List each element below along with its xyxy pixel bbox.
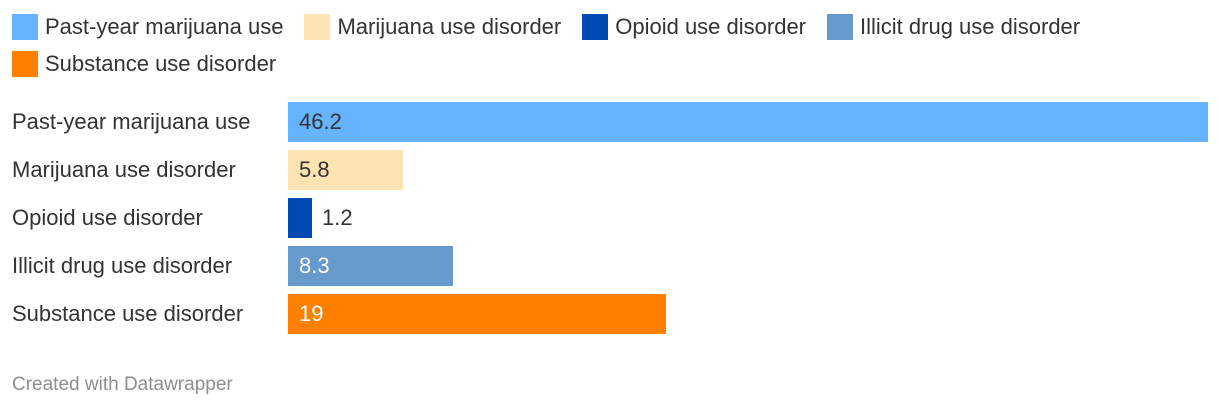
legend-item: Past-year marijuana use xyxy=(12,8,283,45)
category-label: Opioid use disorder xyxy=(12,205,203,230)
bar-value-label: 8.3 xyxy=(299,253,330,278)
bar xyxy=(288,198,312,238)
bar-value-label: 5.8 xyxy=(299,157,330,182)
legend-swatch xyxy=(827,13,854,40)
bar-row: Illicit drug use disorder 8.3 xyxy=(0,246,1220,294)
legend-item: Illicit drug use disorder xyxy=(827,8,1080,45)
legend-item: Opioid use disorder xyxy=(582,8,806,45)
legend-label: Illicit drug use disorder xyxy=(860,13,1081,39)
category-label: Illicit drug use disorder xyxy=(12,253,233,278)
bar xyxy=(288,102,1208,142)
bar-value-label: 1.2 xyxy=(322,205,353,230)
bar xyxy=(288,150,403,190)
chart-legend: Past-year marijuana use Marijuana use dis… xyxy=(12,8,1208,82)
category-label: Substance use disorder xyxy=(12,301,244,326)
bar-row: Substance use disorder 19 xyxy=(0,294,1220,342)
legend-item: Marijuana use disorder xyxy=(304,8,561,45)
legend-swatch xyxy=(304,13,331,40)
bar-chart: Past-year marijuana use 46.2 Marijuana use… xyxy=(0,102,1220,342)
bar-value-label: 46.2 xyxy=(299,109,342,134)
legend-label: Substance use disorder xyxy=(45,50,277,76)
datawrapper-credit: Created with Datawrapper xyxy=(12,374,233,395)
legend-label: Opioid use disorder xyxy=(615,13,807,39)
legend-item: Substance use disorder xyxy=(12,45,276,82)
bar xyxy=(288,246,453,286)
legend-swatch xyxy=(12,50,38,77)
legend-label: Past-year marijuana use xyxy=(45,13,284,39)
bar-row: Marijuana use disorder 5.8 xyxy=(0,150,1220,198)
bar-row: Past-year marijuana use 46.2 xyxy=(0,102,1220,150)
category-label: Past-year marijuana use xyxy=(12,109,251,134)
bar-value-label: 19 xyxy=(299,301,324,326)
legend-swatch xyxy=(582,13,609,40)
bar xyxy=(288,294,666,334)
legend-swatch xyxy=(12,13,38,40)
category-label: Marijuana use disorder xyxy=(12,157,236,182)
legend-label: Marijuana use disorder xyxy=(337,13,562,39)
bar-row: Opioid use disorder 1.2 xyxy=(0,198,1220,246)
